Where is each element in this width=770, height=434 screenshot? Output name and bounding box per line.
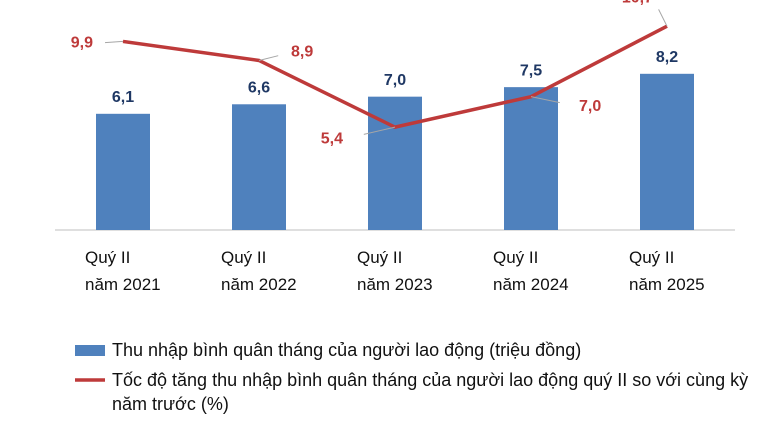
leader-line: [363, 126, 396, 135]
data-label: 8,9: [291, 44, 313, 61]
x-tick-label: Quý II năm 2025: [629, 248, 705, 294]
x-tick-label: Quý II năm 2023: [357, 248, 433, 294]
bar: [640, 73, 694, 230]
data-label: 6,6: [248, 80, 270, 97]
data-label: 10,7: [622, 0, 653, 6]
leader-line: [104, 40, 124, 44]
legend-label: Tốc độ tăng thu nhập bình quân tháng của…: [112, 370, 749, 414]
data-label: 7,0: [384, 72, 406, 89]
data-label: 7,0: [579, 98, 601, 115]
data-label: 6,1: [112, 89, 134, 106]
legend-label: Thu nhập bình quân tháng của người lao đ…: [112, 340, 582, 360]
legend-swatch: [75, 345, 105, 356]
data-label: 8,2: [656, 49, 678, 66]
data-label: 9,9: [71, 35, 93, 52]
bar: [96, 113, 150, 230]
x-tick-label: Quý II năm 2024: [493, 248, 569, 294]
data-label: 7,5: [520, 62, 542, 79]
x-tick-label: Quý II năm 2021: [85, 248, 161, 294]
leader-line: [530, 96, 560, 104]
x-tick-label: Quý II năm 2022: [221, 248, 297, 294]
leader-line: [258, 55, 279, 61]
bar: [232, 104, 286, 230]
data-label: 5,4: [321, 130, 343, 147]
leader-line: [658, 9, 668, 27]
bar: [504, 87, 558, 231]
